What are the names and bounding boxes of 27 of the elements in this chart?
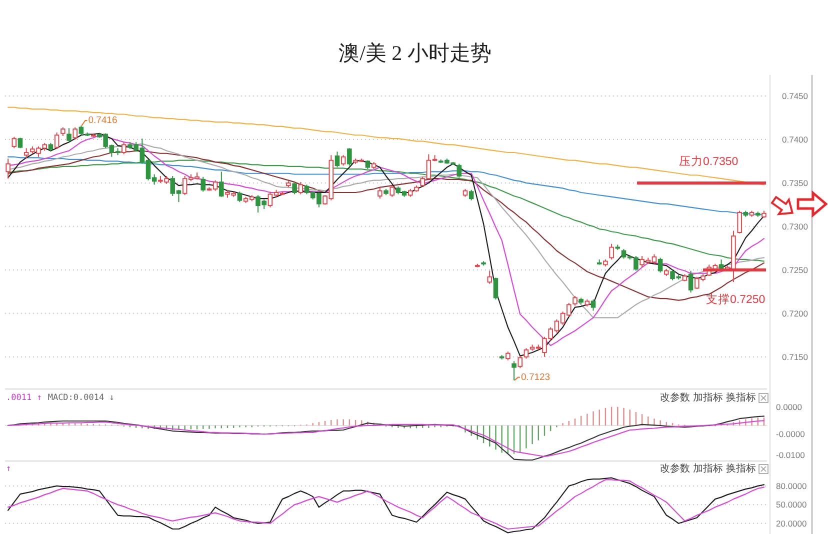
text: .0011 ↑ — [6, 393, 42, 403]
annotation: 换指标 — [726, 462, 756, 474]
annotation: 加指标 — [693, 462, 723, 474]
text: 换指标 — [726, 392, 756, 404]
text: 0.0000 — [776, 402, 802, 412]
text: 加指标 — [693, 392, 723, 404]
annotation: 改参数 — [660, 462, 690, 474]
y-tick-label: 0.7450 — [782, 90, 808, 101]
annotation: 0.7123 — [521, 372, 550, 383]
y-tick-label: 80.0000 — [776, 480, 807, 491]
text: -0.0000 — [776, 429, 806, 439]
y-tick-label: 0.7350 — [782, 178, 808, 188]
text: 改参数 — [660, 392, 690, 404]
y-tick-label: 0.7400 — [782, 134, 808, 144]
y-tick-label: 20.0000 — [776, 518, 807, 528]
ref-line-label: 支撑0.7250 — [706, 292, 766, 306]
y-tick-label: 50.0000 — [776, 500, 807, 510]
y-tick-label: 0.7250 — [782, 264, 808, 275]
y-tick-label: 0.7150 — [782, 352, 808, 362]
annotation: 0.7416 — [88, 115, 118, 126]
chart-title: 澳/美 2 小时走势 — [338, 41, 492, 65]
text: -0.0100 — [776, 450, 806, 460]
y-tick-label: 0.7300 — [782, 221, 808, 232]
y-tick-label: 0.7200 — [782, 308, 808, 318]
text: MACD:0.0014 ↓ — [48, 393, 114, 403]
ref-line-label: 压力0.7350 — [679, 154, 738, 168]
annotation: ↑ — [6, 464, 12, 474]
